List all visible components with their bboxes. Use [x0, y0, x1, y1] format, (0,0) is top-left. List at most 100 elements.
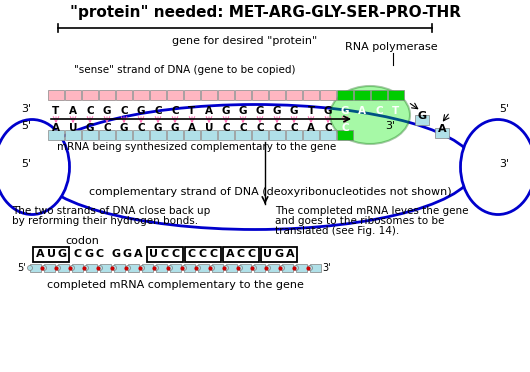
FancyBboxPatch shape — [218, 130, 234, 140]
FancyBboxPatch shape — [184, 264, 195, 272]
Text: C: C — [103, 123, 111, 133]
Text: C: C — [210, 249, 218, 259]
Ellipse shape — [84, 266, 89, 270]
FancyBboxPatch shape — [296, 264, 307, 272]
Ellipse shape — [35, 105, 475, 230]
FancyBboxPatch shape — [226, 264, 237, 272]
Text: A: A — [205, 106, 213, 116]
Text: A: A — [226, 249, 234, 259]
FancyBboxPatch shape — [337, 130, 353, 140]
Ellipse shape — [0, 119, 69, 215]
FancyBboxPatch shape — [310, 264, 321, 272]
Text: G: G — [222, 106, 230, 116]
FancyBboxPatch shape — [184, 130, 200, 140]
FancyBboxPatch shape — [388, 90, 404, 100]
Text: G: G — [275, 249, 284, 259]
Text: U: U — [205, 123, 213, 133]
FancyBboxPatch shape — [99, 90, 115, 100]
FancyBboxPatch shape — [282, 264, 293, 272]
Text: G: G — [86, 123, 94, 133]
Text: G: G — [122, 249, 131, 259]
Ellipse shape — [56, 266, 60, 270]
FancyBboxPatch shape — [116, 130, 132, 140]
Text: G: G — [341, 106, 349, 116]
Text: G: G — [324, 106, 332, 116]
Text: C: C — [74, 249, 82, 259]
FancyBboxPatch shape — [58, 264, 69, 272]
Text: "sense" strand of DNA (gene to be copied): "sense" strand of DNA (gene to be copied… — [74, 65, 296, 75]
FancyBboxPatch shape — [44, 264, 55, 272]
Text: C: C — [237, 249, 245, 259]
Text: U: U — [263, 249, 272, 259]
FancyBboxPatch shape — [218, 90, 234, 100]
Text: codon: codon — [65, 236, 99, 246]
FancyBboxPatch shape — [86, 264, 97, 272]
FancyBboxPatch shape — [201, 90, 217, 100]
Text: C: C — [161, 249, 169, 259]
FancyBboxPatch shape — [167, 130, 183, 140]
Ellipse shape — [69, 266, 75, 270]
Text: T: T — [188, 106, 196, 116]
FancyBboxPatch shape — [286, 90, 302, 100]
Text: A: A — [358, 106, 366, 116]
FancyBboxPatch shape — [240, 264, 251, 272]
Text: The two strands of DNA close back up: The two strands of DNA close back up — [12, 206, 210, 216]
Text: A: A — [286, 249, 294, 259]
FancyBboxPatch shape — [235, 90, 251, 100]
Ellipse shape — [28, 266, 32, 270]
Text: T: T — [307, 106, 315, 116]
Text: RNA polymerase: RNA polymerase — [346, 42, 438, 52]
Text: C: C — [222, 123, 230, 133]
Text: C: C — [273, 123, 281, 133]
Ellipse shape — [111, 266, 117, 270]
FancyBboxPatch shape — [65, 90, 81, 100]
FancyBboxPatch shape — [170, 264, 181, 272]
Ellipse shape — [237, 266, 243, 270]
FancyBboxPatch shape — [252, 90, 268, 100]
Text: G: G — [57, 249, 67, 259]
Text: C: C — [375, 106, 383, 116]
Text: "protein" needed: MET-ARG-GLY-SER-PRO-THR: "protein" needed: MET-ARG-GLY-SER-PRO-TH… — [69, 4, 461, 19]
Ellipse shape — [98, 266, 102, 270]
Text: G: G — [256, 106, 264, 116]
Text: G: G — [137, 106, 145, 116]
Text: A: A — [307, 123, 315, 133]
Text: 3': 3' — [499, 159, 509, 169]
Ellipse shape — [307, 266, 313, 270]
Text: by reforming their hydrogen bonds.: by reforming their hydrogen bonds. — [12, 216, 198, 226]
FancyBboxPatch shape — [268, 264, 279, 272]
Text: G: G — [273, 106, 281, 116]
Ellipse shape — [126, 266, 130, 270]
Text: C: C — [171, 106, 179, 116]
Ellipse shape — [279, 266, 285, 270]
Ellipse shape — [266, 266, 270, 270]
Text: A: A — [188, 123, 196, 133]
FancyBboxPatch shape — [65, 130, 81, 140]
Ellipse shape — [209, 266, 215, 270]
Text: C: C — [137, 123, 145, 133]
Text: A: A — [438, 124, 446, 134]
Text: G: G — [418, 111, 427, 121]
FancyBboxPatch shape — [184, 90, 200, 100]
Ellipse shape — [41, 266, 47, 270]
FancyBboxPatch shape — [116, 90, 132, 100]
Text: U: U — [69, 123, 77, 133]
FancyBboxPatch shape — [100, 264, 111, 272]
Text: The completed mRNA leves the gene: The completed mRNA leves the gene — [275, 206, 469, 216]
Text: C: C — [290, 123, 298, 133]
FancyBboxPatch shape — [269, 90, 285, 100]
FancyBboxPatch shape — [286, 130, 302, 140]
Text: G: G — [171, 123, 179, 133]
FancyBboxPatch shape — [212, 264, 223, 272]
FancyBboxPatch shape — [150, 130, 166, 140]
Text: A: A — [134, 249, 143, 259]
Ellipse shape — [196, 266, 200, 270]
Ellipse shape — [154, 266, 158, 270]
Text: C: C — [96, 249, 104, 259]
Text: 5': 5' — [499, 104, 509, 114]
Text: translated (see Fig. 14).: translated (see Fig. 14). — [275, 226, 399, 236]
FancyBboxPatch shape — [415, 115, 429, 125]
Text: C: C — [256, 123, 264, 133]
FancyBboxPatch shape — [99, 130, 115, 140]
FancyBboxPatch shape — [167, 90, 183, 100]
